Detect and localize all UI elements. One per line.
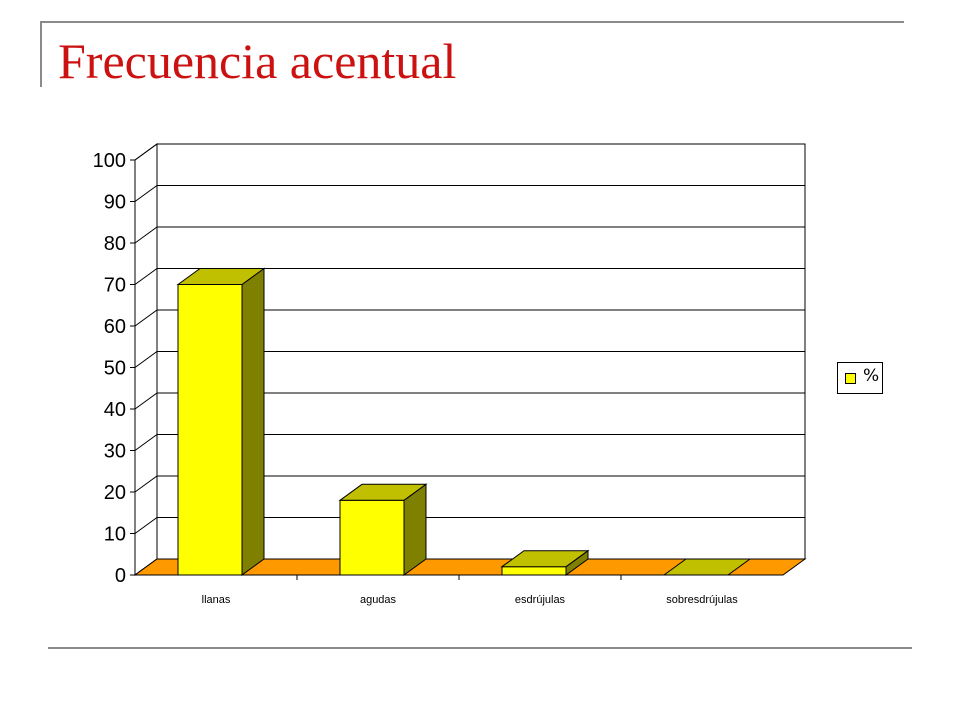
bar-top [176,268,266,285]
legend-swatch [845,373,856,384]
y-tick-label: 100 [93,150,126,172]
y-tick-label: 70 [104,275,126,297]
bar-front [177,284,243,576]
gridline [134,268,805,285]
bar-front [339,499,405,576]
gridline [134,392,805,410]
gridline [134,434,805,451]
legend-label: % [863,366,880,386]
y-tick-label: 80 [104,233,126,255]
x-tick-label: agudas [360,594,397,606]
gridline [134,143,805,161]
gridline [134,475,805,493]
y-tick-label: 20 [104,482,126,504]
y-tick-label: 50 [104,358,126,380]
bar-top [500,550,590,568]
bar-top [338,483,428,501]
x-tick-label: llanas [202,594,231,606]
y-tick-label: 10 [104,524,126,546]
gridline [134,517,805,534]
x-tick-label: sobresdrújulas [666,594,738,606]
gridline [134,309,805,327]
gridline [134,185,805,202]
bar-side [241,267,265,576]
y-tick-label: 0 [115,565,126,587]
y-tick-label: 40 [104,399,126,421]
gridline [134,351,805,368]
y-tick-label: 90 [104,192,126,214]
top-rule [40,21,904,23]
y-tick-label: 30 [104,441,126,463]
left-rule [40,21,42,87]
bar-top [662,558,752,576]
bottom-rule [48,647,912,649]
gridline [134,226,805,244]
slide-title: Frecuencia acentual [58,33,457,89]
bar-front [501,566,567,576]
chart-legend: % [837,362,883,394]
y-tick-label: 60 [104,316,126,338]
x-tick-label: esdrújulas [515,594,566,606]
